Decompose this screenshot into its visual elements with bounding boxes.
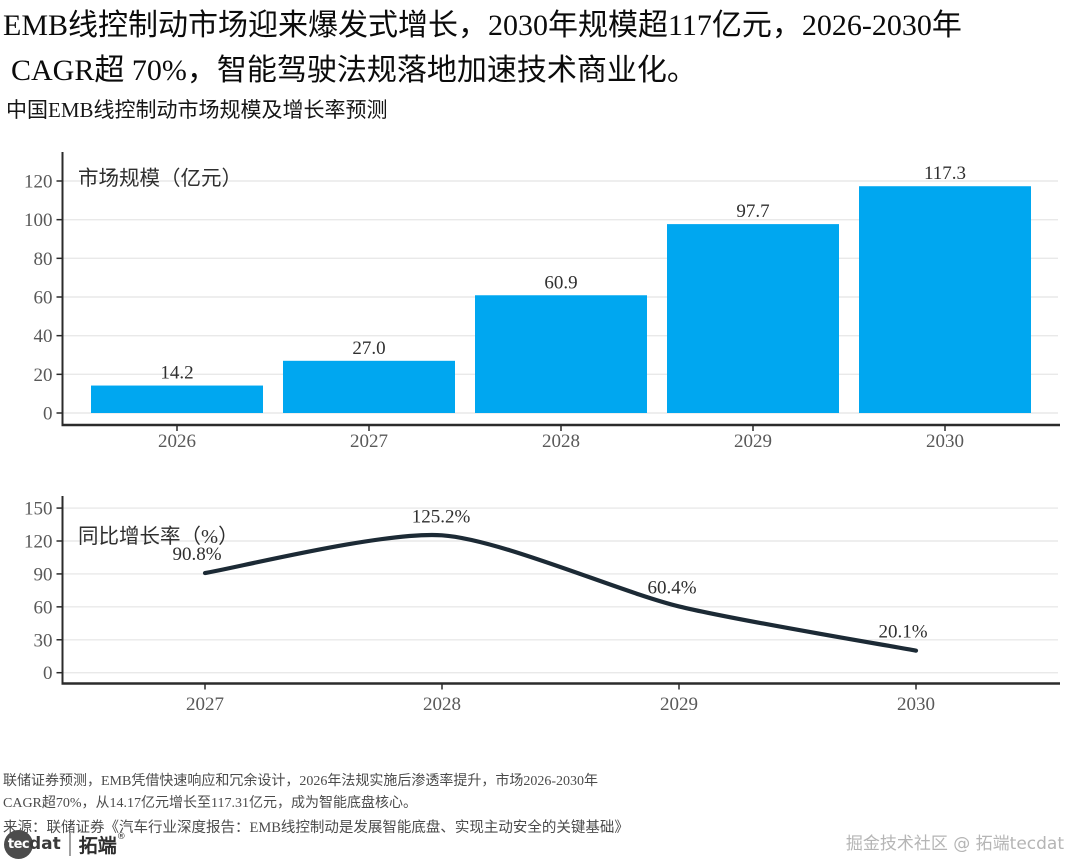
axis-title: 同比增长率（%） [78, 525, 239, 548]
x-tick-label: 2028 [423, 694, 461, 715]
axis-title: 市场规模（亿元） [78, 167, 242, 190]
source-line: 来源：联储证券《汽车行业深度报告：EMB线控制动是发展智能底盘、实现主动安全的关… [3, 820, 629, 836]
tecdat-logo-chinese: 拓端 [78, 834, 117, 857]
tecdat-logo-mark: tec [4, 829, 33, 859]
x-tick-label: 2030 [926, 431, 964, 452]
bar-2028 [475, 295, 647, 413]
y-tick-label: 0 [43, 663, 53, 684]
bar-value-label: 14.2 [160, 363, 193, 384]
headline-line2: CAGR超 70%，智能驾驶法规落地加速技术商业化。 [11, 54, 697, 87]
bar-value-label: 97.7 [736, 201, 769, 222]
analysis-note: 联储证券预测，EMB凭借快速响应和冗余设计，2026年法规实施后渗透率提升，市场… [3, 771, 598, 814]
registered-mark-icon: ® [116, 832, 126, 842]
x-tick-label: 2029 [660, 694, 698, 715]
y-tick-label: 120 [24, 172, 53, 193]
bar-value-label: 117.3 [924, 163, 966, 184]
y-tick-label: 100 [24, 210, 53, 231]
chart-subtitle: 中国EMB线控制动市场规模及增长率预测 [6, 98, 388, 122]
note-line2: CAGR超70%，从14.17亿元增长至117.31亿元，成为智能底盘核心。 [3, 795, 418, 811]
y-tick-label: 60 [34, 597, 53, 618]
y-tick-label: 90 [34, 564, 53, 585]
y-tick-label: 150 [24, 499, 53, 520]
bar-2026 [91, 385, 263, 413]
note-line1: 联储证券预测，EMB凭借快速响应和冗余设计，2026年法规实施后渗透率提升，市场… [3, 774, 598, 789]
x-tick-label: 2026 [158, 431, 196, 452]
y-tick-label: 60 [34, 288, 53, 309]
x-tick-label: 2027 [350, 431, 388, 452]
growth-rate-line [202, 532, 919, 653]
y-tick-label: 20 [34, 365, 53, 386]
line-value-label: 90.8% [172, 544, 221, 565]
y-tick-label: 30 [34, 630, 53, 651]
logo-divider [68, 832, 71, 856]
watermark: 掘金技术社区 @ 拓端tecdat [845, 834, 1064, 854]
x-tick-label: 2029 [734, 431, 772, 452]
bar-2030 [859, 186, 1031, 413]
growth-rate-line-chart: 0 30 60 90 120 150 2027 2028 2029 2030 同比增长率（%）90.… [24, 496, 1060, 715]
y-tick-label: 80 [34, 249, 53, 270]
y-tick-label: 120 [24, 531, 53, 552]
line-value-label: 60.4% [647, 577, 696, 598]
x-tick-label: 2030 [897, 694, 935, 715]
line-value-label: 20.1% [878, 622, 927, 643]
y-tick-label: 0 [43, 404, 53, 425]
line-value-label: 125.2% [412, 506, 471, 527]
x-tick-label: 2028 [542, 431, 580, 452]
bar-value-label: 27.0 [352, 338, 385, 359]
y-tick-label: 40 [34, 326, 53, 347]
headline: EMB线控制动市场迎来爆发式增长，2030年规模超117亿元，2026-2030… [3, 3, 1073, 93]
bar-2027 [283, 360, 455, 413]
tecdat-logo-dat: dat [29, 834, 61, 854]
market-size-bar-chart: 0 20 40 60 80 100 120 2026 2027 2028 2029 2030 市场规模（… [24, 152, 1060, 452]
tecdat-logo: tec dat 拓端 ® [4, 828, 126, 860]
headline-line1: EMB线控制动市场迎来爆发式增长，2030年规模超117亿元，2026-2030… [3, 9, 962, 42]
bar-value-label: 60.9 [544, 272, 577, 293]
x-tick-label: 2027 [186, 694, 224, 715]
bar-2029 [667, 224, 839, 413]
